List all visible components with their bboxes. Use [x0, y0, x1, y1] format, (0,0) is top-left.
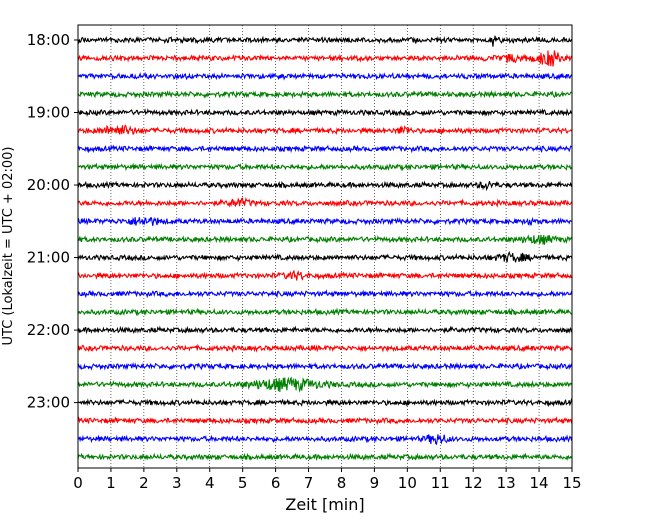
x-tick-label: 11	[431, 474, 450, 492]
x-tick-label: 14	[530, 474, 549, 492]
trace	[77, 108, 573, 118]
x-tick-label: 5	[238, 474, 248, 492]
trace	[77, 35, 573, 47]
x-axis-ticks: 0 1 2 3 4 5 6 7 8 9 10 11 12 13 14 15	[73, 468, 582, 492]
trace	[77, 376, 573, 393]
seismic-traces	[77, 35, 573, 462]
x-tick-label: 9	[370, 474, 380, 492]
y-axis-label: UTC (Lokalzeit = UTC + 02:00)	[1, 147, 16, 346]
x-tick-label: 2	[139, 474, 149, 492]
trace	[77, 325, 573, 335]
trace	[77, 180, 573, 192]
trace	[77, 452, 573, 462]
trace	[77, 361, 573, 371]
y-tick-label: 20:00	[27, 176, 70, 194]
x-tick-label: 3	[172, 474, 182, 492]
y-axis-ticks: 18:00 19:00 20:00 21:00 22:00 23:00	[27, 31, 78, 412]
y-tick-label: 22:00	[27, 321, 70, 339]
trace	[77, 250, 573, 263]
x-tick-label: 13	[497, 474, 516, 492]
x-tick-label: 6	[271, 474, 281, 492]
x-tick-label: 10	[398, 474, 417, 492]
x-tick-label: 4	[205, 474, 215, 492]
y-tick-label: 21:00	[27, 249, 70, 267]
x-axis-label: Zeit [min]	[285, 495, 364, 514]
x-tick-label: 12	[464, 474, 483, 492]
trace	[77, 90, 573, 99]
trace	[77, 343, 573, 353]
trace	[77, 234, 573, 245]
trace	[77, 434, 573, 446]
y-tick-label: 23:00	[27, 394, 70, 412]
vertical-grid	[110, 25, 540, 468]
plot-frame	[77, 24, 573, 469]
trace	[77, 289, 573, 299]
x-tick-label: 15	[562, 474, 581, 492]
trace	[77, 269, 573, 281]
y-tick-label: 18:00	[27, 31, 70, 49]
trace	[77, 216, 573, 226]
trace	[77, 124, 573, 136]
x-tick-label: 1	[106, 474, 116, 492]
trace	[77, 397, 573, 408]
x-tick-label: 0	[73, 474, 83, 492]
trace	[77, 307, 573, 317]
trace	[77, 71, 573, 81]
trace	[77, 50, 573, 67]
trace	[77, 144, 573, 154]
plot-area	[78, 25, 572, 468]
y-tick-label: 19:00	[27, 104, 70, 122]
trace	[77, 162, 573, 172]
trace	[77, 416, 573, 426]
trace	[77, 197, 573, 208]
x-tick-label: 7	[304, 474, 314, 492]
x-tick-label: 8	[337, 474, 347, 492]
